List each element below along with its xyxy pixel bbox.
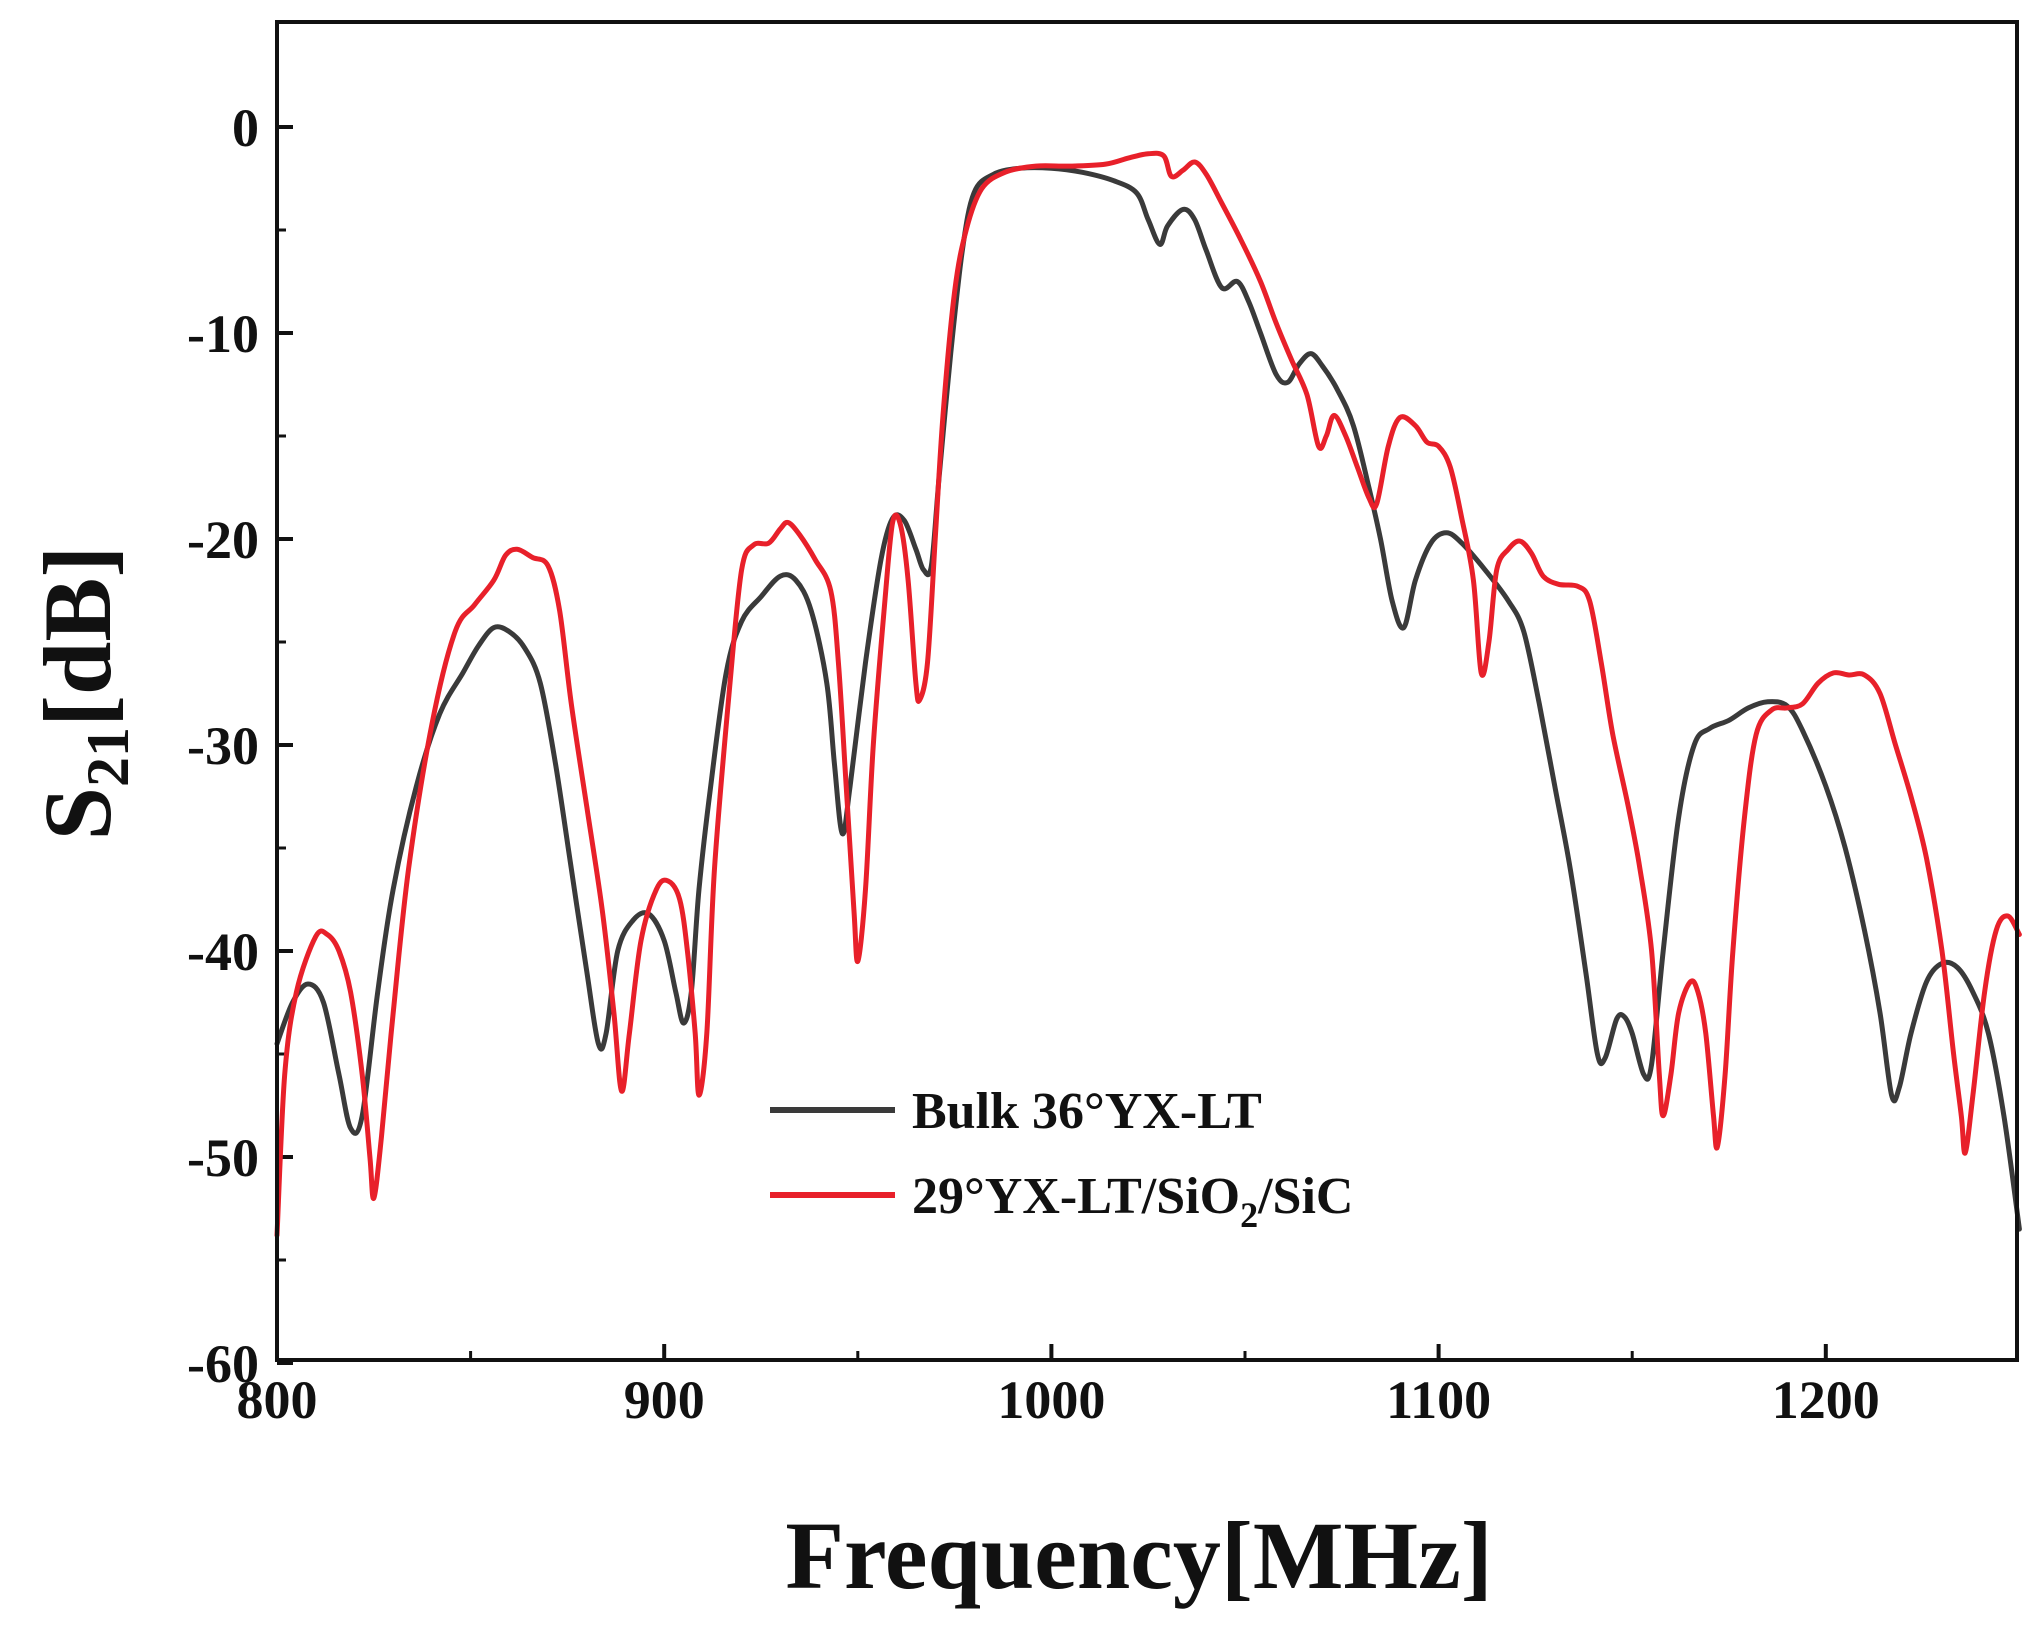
- x-tick-label: 900: [624, 1370, 705, 1430]
- y-axis-title-main: S: [24, 787, 131, 840]
- legend-label-lt-sio2-sic-post: /SiC: [1257, 1168, 1353, 1225]
- y-axis-ticks: 0 -10 -20 -30 -40 -50 -60: [187, 98, 293, 1394]
- y-tick-label: -30: [187, 716, 259, 776]
- legend-label-bulk: Bulk 36°YX-LT: [912, 1083, 1262, 1140]
- legend: Bulk 36°YX-LT 29°YX-LT/SiO2/SiC: [770, 1083, 1353, 1235]
- y-axis-title: S21[dB]: [24, 546, 141, 841]
- y-axis-title-rest: [dB]: [24, 546, 131, 727]
- series-layer: [274, 150, 2022, 1238]
- y-tick-label: -60: [187, 1334, 259, 1394]
- x-tick-label: 1100: [1386, 1370, 1491, 1430]
- legend-label-lt-sio2-sic: 29°YX-LT/SiO2/SiC: [912, 1168, 1353, 1235]
- x-tick-label: 1000: [997, 1370, 1105, 1430]
- x-tick-label: 800: [237, 1370, 318, 1430]
- y-tick-label: -10: [187, 304, 259, 364]
- legend-label-lt-sio2-sic-pre: 29°YX-LT/SiO: [912, 1168, 1240, 1225]
- x-tick-label: 1200: [1772, 1370, 1880, 1430]
- legend-label-lt-sio2-sic-sub: 2: [1240, 1195, 1258, 1235]
- y-tick-label: -40: [187, 922, 259, 982]
- y-tick-label: -50: [187, 1128, 259, 1188]
- x-axis-ticks: 800 900 1000 1100 1200: [237, 1344, 1880, 1430]
- series-line-29yx-lt-sio2-sic: [274, 150, 2022, 1238]
- y-tick-label: -20: [187, 510, 259, 570]
- series-line-bulk-36yx-lt: [274, 165, 2022, 1232]
- y-tick-label: 0: [232, 98, 259, 158]
- y-axis-title-sub: 21: [75, 727, 141, 787]
- plot-frame: [275, 20, 2019, 1362]
- x-axis-title: Frequency[MHz]: [785, 1502, 1492, 1609]
